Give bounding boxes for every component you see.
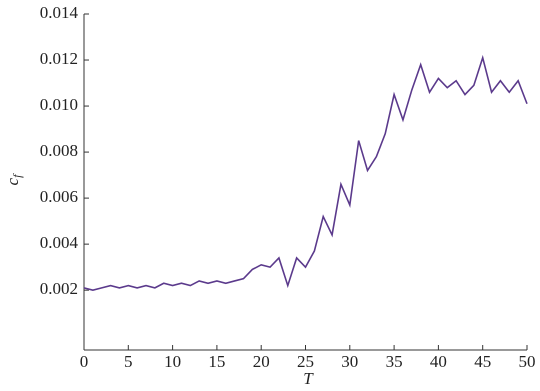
x-tick-label: 5 [124,352,133,371]
x-tick-label: 40 [430,352,447,371]
y-tick-label: 0.012 [40,49,78,68]
y-tick-label: 0.010 [40,95,78,114]
y-tick-label: 0.002 [40,279,78,298]
y-axis-label-sub: f [10,173,24,178]
x-tick-label: 35 [386,352,403,371]
x-tick-label: 25 [297,352,314,371]
x-tick-label: 20 [253,352,270,371]
y-tick-label: 0.004 [40,233,79,252]
y-tick-label: 0.006 [40,187,78,206]
x-axis-label: T [303,369,314,388]
y-tick-label: 0.008 [40,141,78,160]
y-axis-label-main: c [3,177,22,185]
x-tick-label: 30 [341,352,358,371]
x-tick-label: 50 [519,352,536,371]
data-line [83,54,528,291]
x-tick-label: 15 [208,352,225,371]
x-tick-label: 45 [474,352,491,371]
x-tick-label: 10 [164,352,181,371]
y-tick-label: 0.014 [40,3,79,22]
x-tick-label: 0 [80,352,89,371]
y-axis-label: cf [3,173,24,186]
